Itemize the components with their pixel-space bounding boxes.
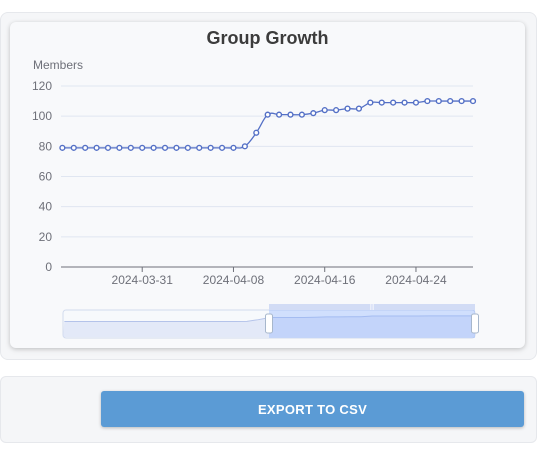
data-point: [367, 99, 374, 106]
x-axis: 2024-03-31 2024-04-08 2024-04-16 2024-04-24: [61, 266, 473, 287]
data-point: [401, 99, 408, 106]
y-tick-label: 40: [39, 200, 53, 214]
chart-title: Group Growth: [206, 28, 329, 48]
x-tick-label: 2024-04-16: [294, 273, 356, 287]
data-point: [287, 111, 294, 118]
data-point: [378, 99, 385, 106]
data-point: [424, 97, 431, 105]
data-point: [321, 107, 328, 114]
zoom-move-bar: [269, 304, 475, 310]
zoom-handle[interactable]: [471, 313, 479, 334]
data-point: [344, 105, 351, 112]
data-point: [104, 144, 112, 151]
data-point: [447, 97, 454, 105]
data-zoom-slider[interactable]: |||: [62, 304, 479, 339]
y-axis-label: Members: [33, 58, 83, 72]
y-tick-label: 20: [39, 230, 53, 244]
x-tick-label: 2024-03-31: [112, 273, 174, 287]
data-point: [333, 107, 340, 114]
data-point: [184, 144, 191, 151]
data-point: [390, 99, 397, 106]
data-point: [161, 144, 169, 151]
data-point: [59, 144, 66, 151]
data-point: [173, 144, 180, 151]
data-point: [218, 144, 226, 151]
chart-card: Group Growth: [10, 22, 525, 348]
data-point: [435, 97, 442, 105]
data-point: [230, 144, 237, 151]
data-point: [207, 144, 214, 151]
x-tick-label: 2024-04-08: [203, 273, 265, 287]
data-point: [264, 111, 271, 118]
zoom-move-grip: |||: [370, 305, 375, 311]
data-point: [127, 144, 134, 151]
data-point: [196, 144, 203, 151]
export-csv-button[interactable]: EXPORT TO CSV: [101, 391, 524, 427]
grid-lines: [61, 85, 473, 238]
data-point: [82, 144, 89, 151]
data-points: [59, 97, 477, 151]
data-point: [150, 144, 157, 151]
data-point: [412, 99, 420, 106]
y-tick-label: 100: [32, 109, 52, 123]
y-tick-label: 120: [32, 79, 52, 93]
data-point: [355, 105, 363, 112]
data-point: [275, 111, 283, 118]
series-line: [62, 100, 473, 149]
y-tick-label: 0: [45, 260, 52, 274]
data-point: [241, 143, 248, 150]
data-point: [469, 97, 477, 105]
data-point: [93, 144, 100, 151]
y-axis: 0 20 40 60 80 100 120: [32, 79, 52, 274]
x-tick-label: 2024-04-24: [385, 273, 447, 287]
data-point: [458, 97, 465, 105]
data-point: [253, 129, 260, 136]
zoom-handle[interactable]: [265, 313, 273, 334]
y-tick-label: 80: [39, 139, 53, 153]
data-point: [310, 110, 317, 117]
data-point: [298, 111, 306, 118]
y-tick-label: 60: [39, 170, 53, 184]
data-point: [116, 144, 123, 151]
data-point: [70, 144, 77, 151]
data-point: [139, 144, 146, 151]
